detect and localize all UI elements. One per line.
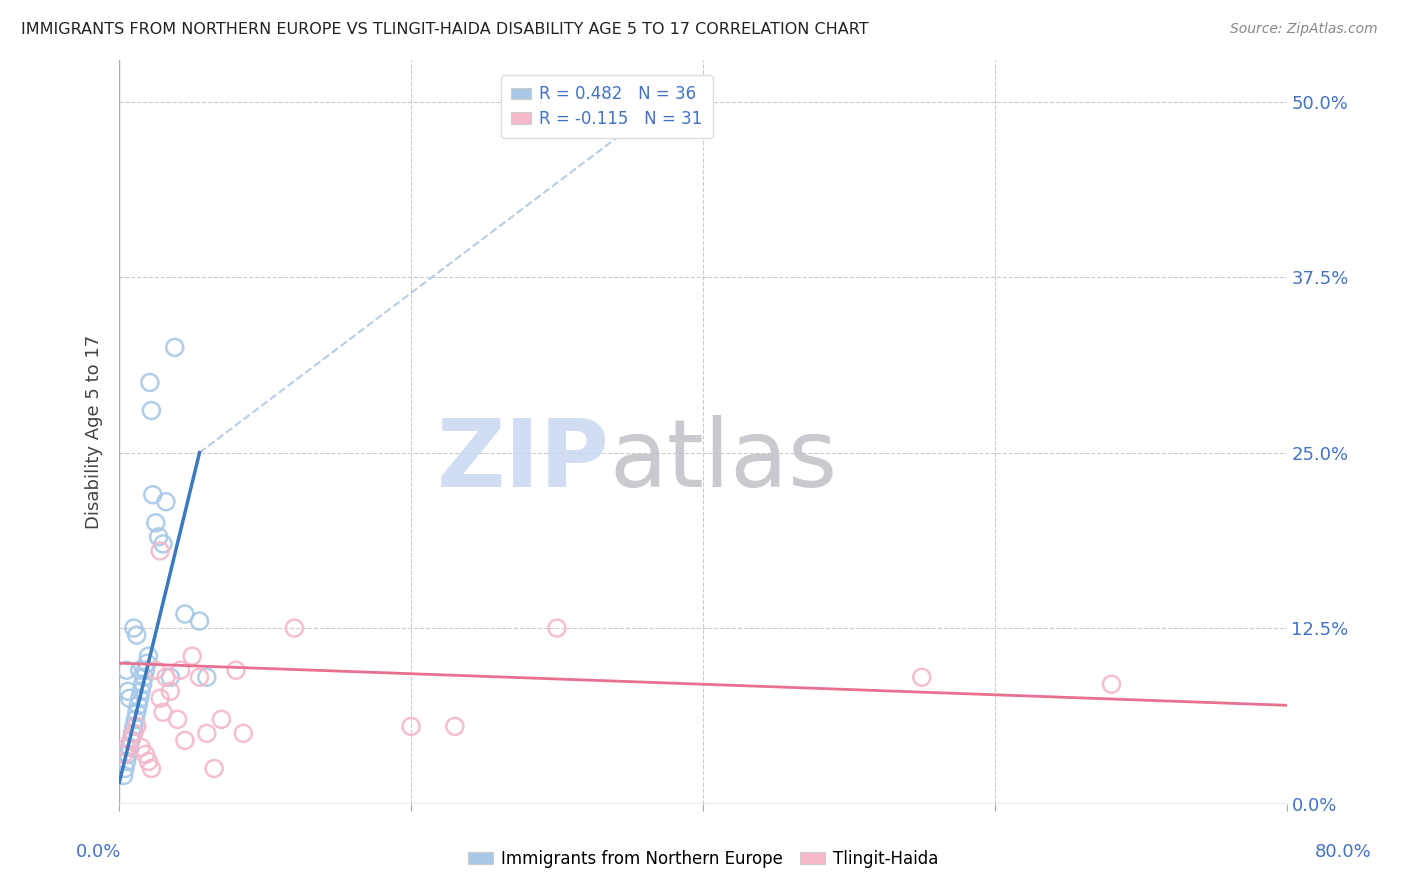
Point [129,740,152,755]
Point [145,663,167,677]
Point [141,403,163,417]
Text: 80.0%: 80.0% [1315,843,1371,861]
Point [132,670,155,684]
Point [120,733,142,747]
Point [195,670,218,684]
Point [125,628,148,642]
Point [125,706,148,720]
Point [115,663,138,677]
Point [131,677,153,691]
Point [444,719,467,733]
Point [174,733,197,747]
Point [120,733,142,747]
Point [127,698,149,713]
Point [546,621,568,635]
Point [152,706,174,720]
Point [188,614,211,628]
Point [148,530,170,544]
Point [155,670,177,684]
Point [149,544,172,558]
Point [169,663,191,677]
Point [115,755,138,769]
Point [141,762,163,776]
Point [129,684,152,698]
Point [152,537,174,551]
Point [166,712,188,726]
Point [135,747,157,762]
Point [174,607,197,621]
Y-axis label: Disability Age 5 to 17: Disability Age 5 to 17 [86,334,103,529]
Point [232,726,254,740]
Point [135,663,157,677]
Point [195,726,218,740]
Point [209,712,232,726]
Text: atlas: atlas [610,416,838,508]
Point [155,495,177,509]
Point [283,621,305,635]
Point [142,488,165,502]
Legend: Immigrants from Northern Europe, Tlingit-Haida: Immigrants from Northern Europe, Tlingit… [461,844,945,875]
Point [122,726,145,740]
Legend: R = 0.482   N = 36, R = -0.115   N = 31: R = 0.482 N = 36, R = -0.115 N = 31 [501,75,713,138]
Point [399,719,422,733]
Point [128,663,150,677]
Point [112,747,135,762]
Point [122,621,145,635]
Point [122,719,145,733]
Text: ZIP: ZIP [437,416,610,508]
Point [139,376,162,390]
Point [163,340,186,354]
Point [124,712,146,726]
Point [1101,677,1123,691]
Point [138,649,160,664]
Point [115,740,138,755]
Point [225,663,247,677]
Text: Source: ZipAtlas.com: Source: ZipAtlas.com [1230,22,1378,37]
Point [911,670,934,684]
Point [136,656,159,670]
Point [114,762,136,776]
Point [181,649,204,664]
Text: IMMIGRANTS FROM NORTHERN EUROPE VS TLINGIT-HAIDA DISABILITY AGE 5 TO 17 CORRELAT: IMMIGRANTS FROM NORTHERN EUROPE VS TLING… [21,22,869,37]
Point [112,768,135,782]
Point [117,747,139,762]
Point [145,516,167,530]
Point [159,670,181,684]
Point [188,670,211,684]
Point [118,691,141,706]
Point [159,684,181,698]
Point [125,719,148,733]
Point [138,755,160,769]
Point [149,691,172,706]
Point [128,691,150,706]
Point [118,740,141,755]
Point [202,762,225,776]
Point [117,684,139,698]
Point [121,726,143,740]
Text: 0.0%: 0.0% [76,843,121,861]
